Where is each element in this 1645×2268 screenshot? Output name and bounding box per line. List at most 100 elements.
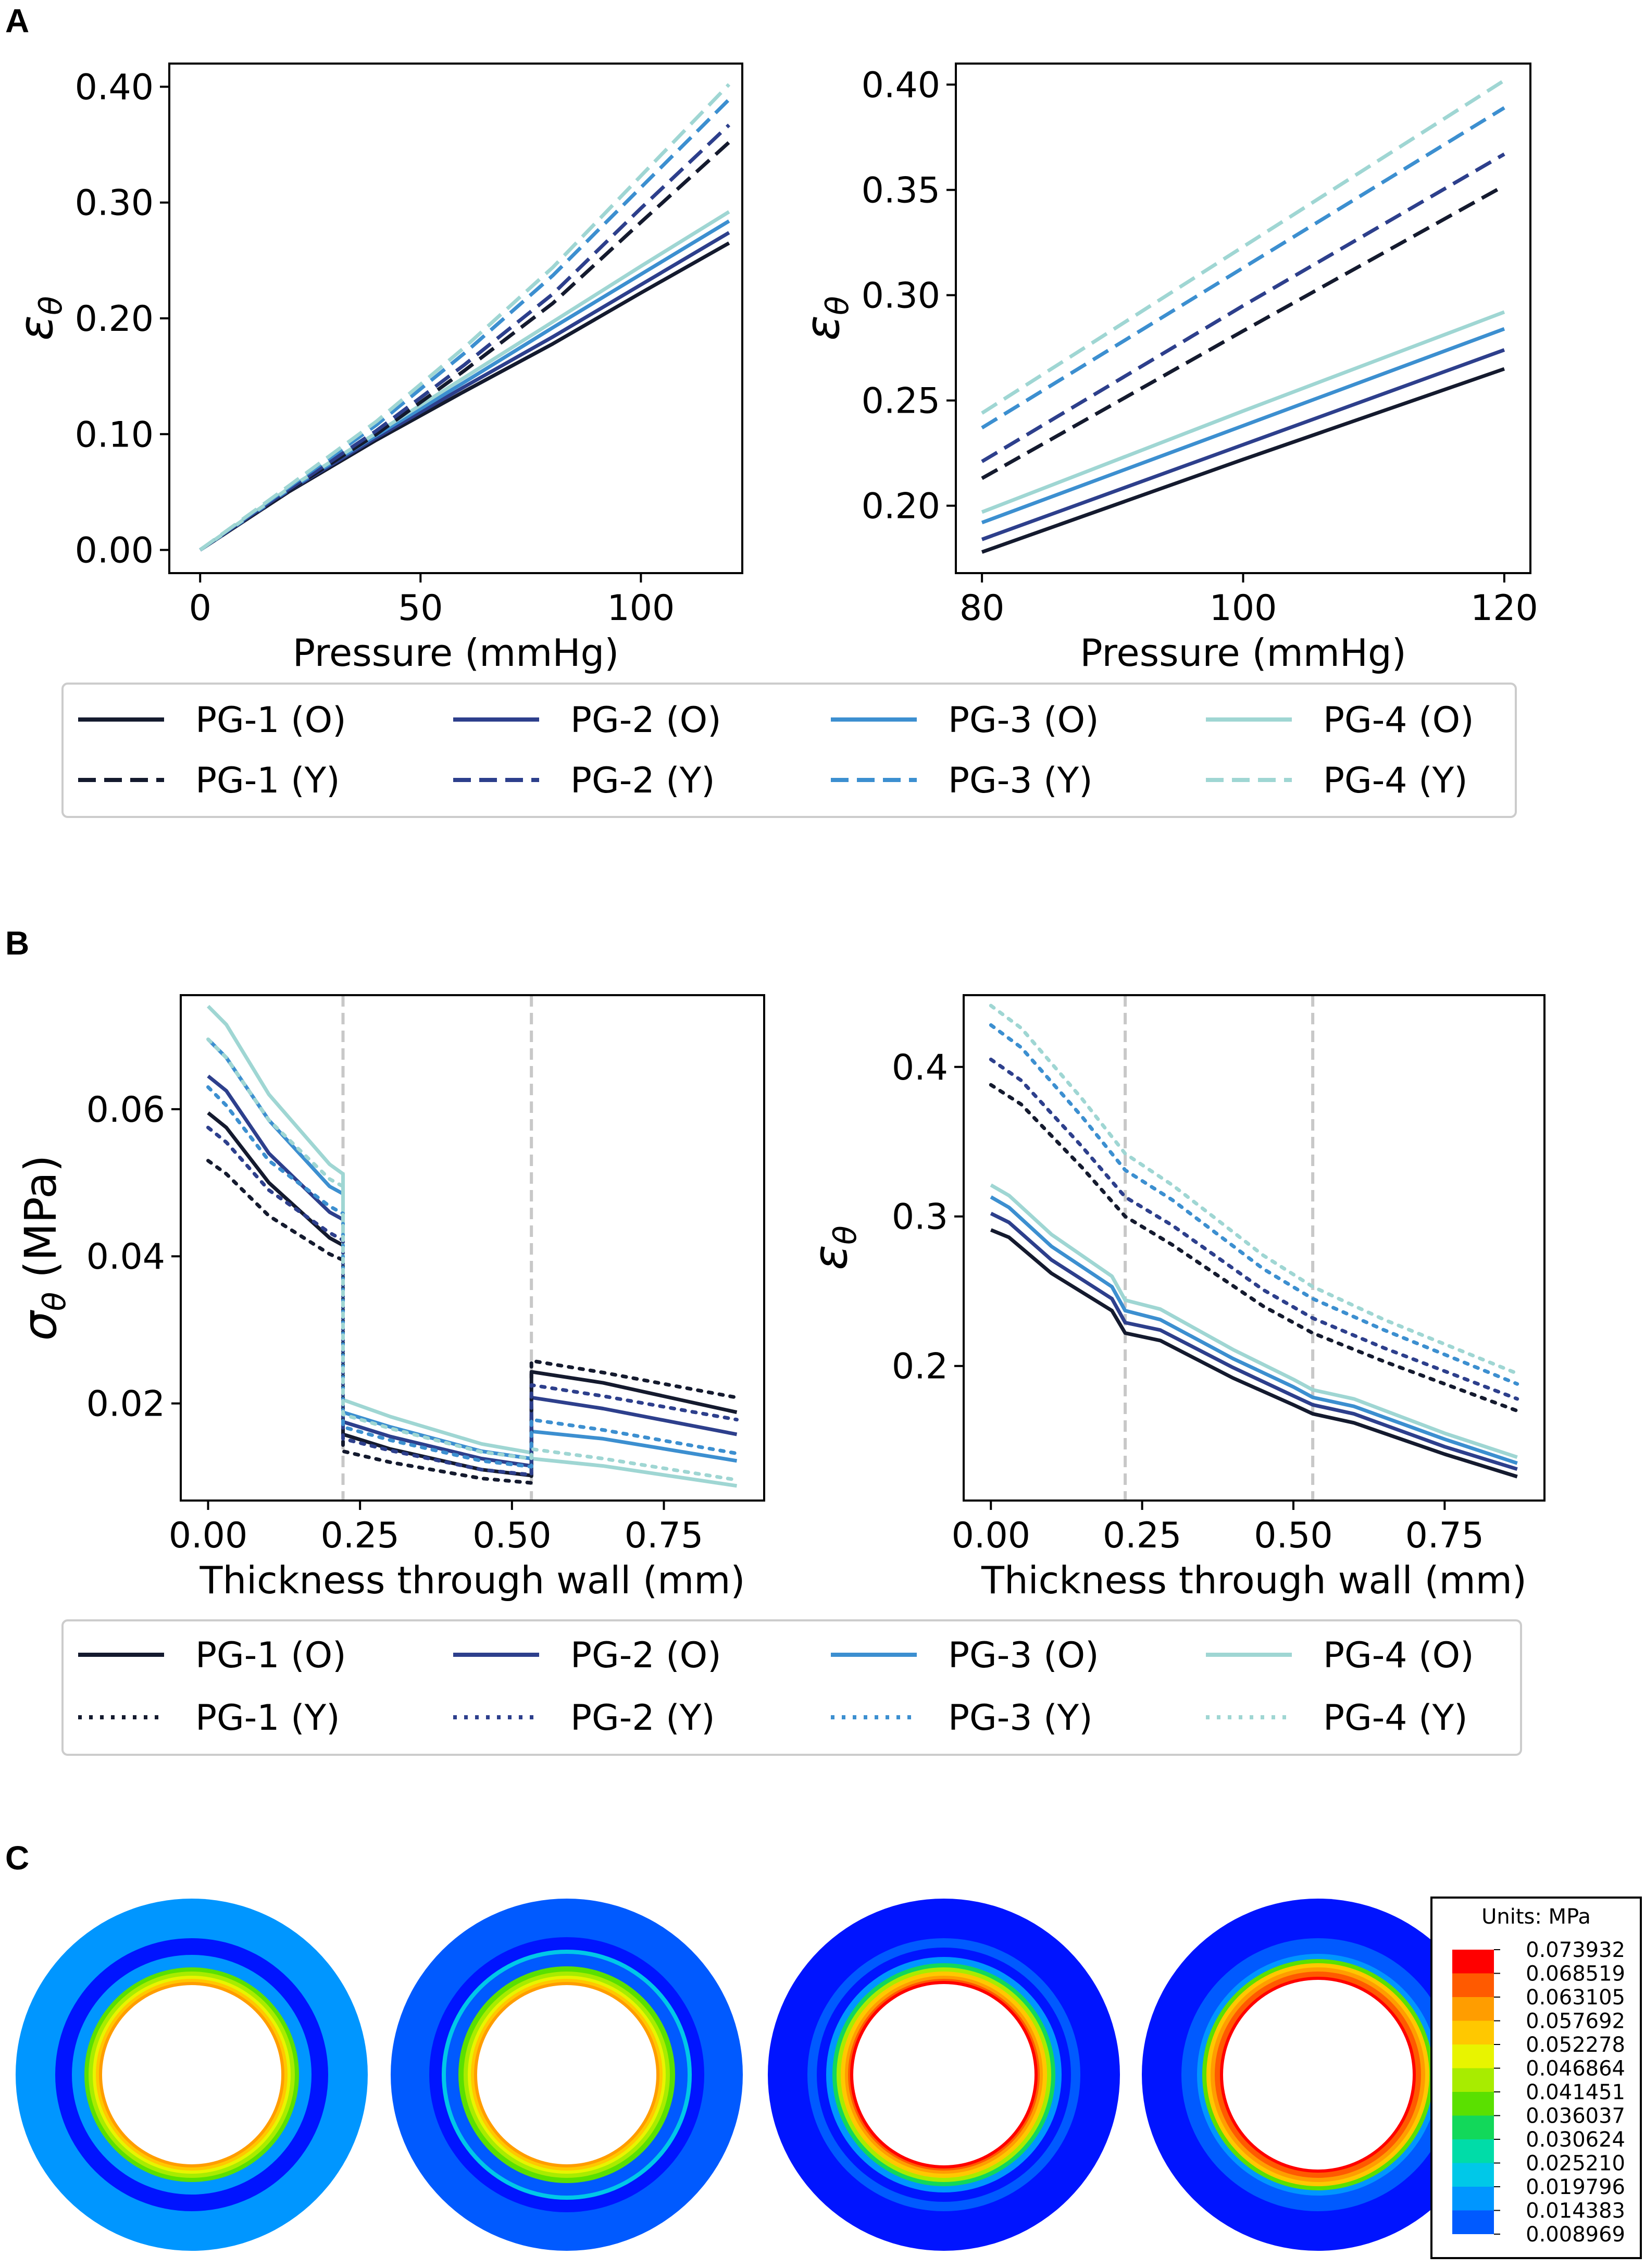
colorbar-swatch: [1452, 2115, 1494, 2139]
series-line-pg-4-o: [990, 1183, 1518, 1459]
plot-frame: [955, 63, 1531, 574]
colorbar-swatch: [1452, 2068, 1494, 2092]
series-line-pg-2-o: [207, 1074, 738, 1468]
colorbar-level-label: 0.046864: [1526, 2057, 1625, 2081]
x-tick-label: 0.75: [1405, 1515, 1484, 1556]
colorbar-level-label: 0.019796: [1526, 2175, 1625, 2199]
colorbar-level-label: 0.063105: [1526, 1986, 1625, 2010]
series-line-pg-2-o: [981, 348, 1505, 541]
colorbar-level-label: 0.057692: [1526, 2010, 1625, 2034]
y-tick-label: 0.2: [892, 1346, 948, 1387]
legend-label: PG-2 (Y): [570, 760, 715, 801]
series-line-pg-1-o: [990, 1228, 1518, 1479]
vessel-lumen: [477, 1985, 656, 2164]
colorbar-title: Units: MPa: [1481, 1905, 1591, 1929]
series-line-pg-1-y: [981, 184, 1505, 480]
x-axis-label: Thickness through wall (mm): [200, 1558, 745, 1602]
panel-letter-b: B: [5, 924, 29, 962]
series-line-pg-4-o: [207, 1005, 738, 1488]
x-tick-label: 0.25: [1103, 1515, 1181, 1556]
y-axis-label: εθ: [795, 296, 856, 340]
colorbar-level-label: 0.025210: [1526, 2152, 1625, 2176]
series-line-pg-1-y: [199, 141, 730, 552]
y-tick-label: 0.20: [75, 299, 154, 340]
y-axis-label: σθ (MPa): [13, 1155, 73, 1341]
series-line-pg-2-y: [206, 1125, 739, 1477]
colorbar-level-label: 0.014383: [1526, 2199, 1625, 2223]
series-line-pg-1-o: [981, 367, 1505, 554]
panel-letter-c: C: [5, 1839, 29, 1877]
legend-label: PG-3 (Y): [948, 1697, 1093, 1739]
x-tick-label: 120: [1470, 588, 1538, 629]
y-tick-label: 0.30: [75, 183, 154, 224]
colorbar-level-label: 0.052278: [1526, 2033, 1625, 2057]
x-tick-label: 100: [1210, 588, 1277, 629]
x-tick-label: 0: [189, 588, 211, 629]
series-line-pg-3-o: [981, 327, 1505, 525]
series-line-pg-3-o: [990, 1195, 1518, 1465]
legend-label: PG-2 (Y): [570, 1697, 715, 1739]
y-tick-label: 0.00: [75, 530, 154, 572]
colorbar-swatch: [1452, 2044, 1494, 2068]
x-tick-label: 0.50: [1254, 1515, 1332, 1556]
legend-b: PG-1 (O) PG-2 (O) PG-3 (O) PG-4 (O) PG-1 (Y)…: [61, 1619, 1522, 1756]
panel-letter-a: A: [5, 2, 29, 40]
series-line-pg-1-o: [207, 1111, 738, 1478]
colorbar-swatch: [1452, 1973, 1494, 1997]
series-line-pg-2-o: [990, 1211, 1518, 1471]
legend-label: PG-1 (Y): [195, 1697, 340, 1739]
colorbar-level-label: 0.068519: [1526, 1962, 1625, 1986]
series-line-pg-1-o: [199, 241, 730, 552]
colorbar-level-label: 0.073932: [1526, 1938, 1625, 1962]
y-axis-label: εθ: [9, 296, 69, 340]
series-line-pg-4-o: [981, 310, 1505, 514]
series-line-pg-2-y: [199, 123, 731, 552]
vessel-lumen: [1223, 1980, 1413, 2170]
colorbar-level-label: 0.030624: [1526, 2128, 1625, 2152]
series-line-pg-1-y: [989, 1083, 1519, 1413]
x-tick-label: 50: [398, 588, 443, 629]
colorbar-swatch: [1452, 1950, 1494, 1974]
series-line-pg-2-y: [989, 1057, 1519, 1401]
y-tick-label: 0.20: [862, 486, 940, 527]
contour-rings: [16, 1899, 1494, 2251]
x-tick-label: 0.00: [952, 1515, 1030, 1556]
colorbar-level-label: 0.008969: [1526, 2223, 1625, 2247]
colorbar: Units: MPa 0.0739320.0685190.0631050.057…: [1430, 1897, 1642, 2259]
x-axis-label: Pressure (mmHg): [1080, 631, 1406, 675]
colorbar-swatch: [1452, 2210, 1494, 2234]
y-tick-label: 0.30: [862, 276, 940, 317]
series-line-pg-2-y: [981, 152, 1505, 463]
y-tick-label: 0.02: [86, 1384, 165, 1425]
y-tick-label: 0.04: [86, 1236, 165, 1278]
y-tick-label: 0.40: [75, 67, 154, 108]
series-line-pg-4-y: [981, 79, 1505, 415]
y-axis-label: εθ: [803, 1225, 864, 1270]
plot-frame: [963, 994, 1546, 1502]
y-tick-label: 0.40: [862, 65, 940, 106]
series-line-pg-3-y: [981, 106, 1505, 430]
series-line-pg-3-y: [206, 1085, 739, 1469]
plot-frame: [168, 63, 743, 574]
series-line-pg-1-y: [206, 1159, 739, 1485]
legend-label: PG-3 (O): [948, 1635, 1099, 1676]
colorbar-swatch: [1452, 2092, 1494, 2116]
colorbar-swatch: [1452, 1997, 1494, 2021]
chart-a-left: 0 50 100 0.00 0.10 0.20 0.30 0.40 Pressure (mmHg…: [9, 63, 743, 675]
legend-a-frame: [61, 683, 1517, 818]
y-tick-label: 0.35: [862, 170, 940, 211]
colorbar-swatch: [1452, 2021, 1494, 2044]
y-tick-label: 0.06: [86, 1089, 165, 1131]
legend-label: PG-4 (O): [1323, 700, 1474, 741]
x-tick-label: 0.75: [625, 1515, 703, 1556]
colorbar-level-label: 0.036037: [1526, 2104, 1625, 2128]
y-tick-label: 0.3: [892, 1197, 948, 1238]
series-line-pg-4-y: [989, 1003, 1519, 1375]
vessel-lumen: [853, 1984, 1035, 2165]
x-tick-label: 0.50: [472, 1515, 551, 1556]
y-tick-label: 0.10: [75, 414, 154, 455]
legend-label: PG-4 (Y): [1323, 1697, 1468, 1739]
y-tick-label: 0.25: [862, 381, 940, 422]
series-line-pg-3-o: [207, 1038, 738, 1463]
